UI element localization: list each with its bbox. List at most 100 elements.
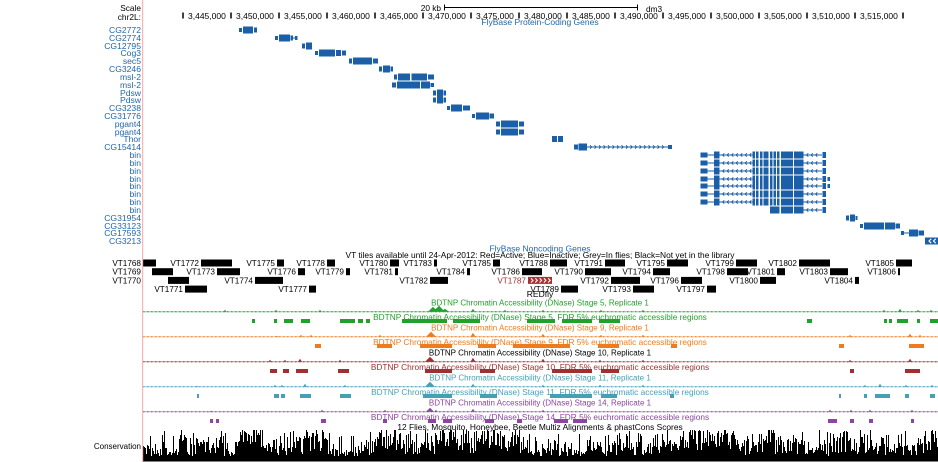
svg-text:3,460,000: 3,460,000: [332, 11, 370, 21]
svg-text:3,495,000: 3,495,000: [668, 11, 706, 21]
svg-text:VT1789: VT1789: [530, 285, 559, 294]
svg-text:VT tiles available until 24-Ap: VT tiles available until 24-Apr-2012: Re…: [345, 250, 735, 260]
svg-text:BDTNP Chromatin Accessibility: BDTNP Chromatin Accessibility (DNase) St…: [371, 412, 709, 422]
svg-text:VT1785: VT1785: [462, 259, 491, 268]
svg-text:msl-2: msl-2: [120, 80, 141, 90]
svg-text:bin: bin: [130, 174, 142, 184]
svg-text:BDTNP Chromatin Accessibility: BDTNP Chromatin Accessibility (DNase) St…: [373, 337, 707, 347]
svg-text:VT1779: VT1779: [315, 268, 344, 277]
svg-text:12 Flies, Mosquito, Honeybee,: 12 Flies, Mosquito, Honeybee, Beetle Mul…: [397, 422, 682, 432]
svg-text:VT1791: VT1791: [574, 259, 603, 268]
svg-text:BDTNP Chromatin Accessibility: BDTNP Chromatin Accessibility (DNase) St…: [371, 362, 709, 372]
svg-text:bin: bin: [130, 205, 142, 215]
svg-text:Thor: Thor: [123, 134, 141, 144]
svg-text:3,445,000: 3,445,000: [188, 11, 226, 21]
svg-text:CG2772: CG2772: [109, 25, 141, 35]
svg-text:bin: bin: [130, 197, 142, 207]
svg-text:VT1805: VT1805: [865, 259, 894, 268]
svg-text:bin: bin: [130, 166, 142, 176]
svg-text:BDTNP Chromatin Accessibility: BDTNP Chromatin Accessibility (DNase) St…: [431, 324, 649, 333]
svg-text:CG3246: CG3246: [109, 64, 141, 74]
svg-text:FlyBase Protein-Coding Genes: FlyBase Protein-Coding Genes: [481, 17, 598, 27]
svg-text:VT1798: VT1798: [696, 268, 725, 277]
svg-text:BDTNP Chromatin Accessibility: BDTNP Chromatin Accessibility (DNase) St…: [371, 387, 709, 397]
svg-text:pgant4: pgant4: [115, 127, 142, 137]
svg-text:VT1793: VT1793: [602, 285, 631, 294]
svg-text:VT1771: VT1771: [154, 285, 183, 294]
svg-text:BDTNP Chromatin Accessibility: BDTNP Chromatin Accessibility (DNase) St…: [429, 374, 651, 383]
svg-text:VT1792: VT1792: [580, 276, 609, 285]
svg-text:bin: bin: [130, 181, 142, 191]
svg-text:VT1775: VT1775: [246, 259, 275, 268]
svg-text:VT1780: VT1780: [359, 259, 388, 268]
svg-text:VT1786: VT1786: [491, 268, 520, 277]
svg-text:VT1787: VT1787: [497, 276, 526, 285]
svg-text:VT1769: VT1769: [112, 268, 141, 277]
svg-text:3,450,000: 3,450,000: [236, 11, 274, 21]
svg-text:3,475,000: 3,475,000: [476, 11, 514, 21]
svg-text:VT1797: VT1797: [676, 285, 705, 294]
svg-text:VT1770: VT1770: [112, 276, 141, 285]
svg-text:CG31954: CG31954: [104, 213, 141, 223]
svg-text:VT1774: VT1774: [224, 276, 253, 285]
svg-text:CG3238: CG3238: [109, 103, 141, 113]
svg-text:3,480,000: 3,480,000: [524, 11, 562, 21]
svg-text:VT1773: VT1773: [186, 268, 215, 277]
svg-text:CG17593: CG17593: [104, 228, 141, 238]
svg-text:CG2774: CG2774: [109, 33, 141, 43]
svg-text:VT1806: VT1806: [867, 268, 896, 277]
svg-text:sec5: sec5: [123, 56, 141, 66]
svg-text:BDTNP Chromatin Accessibility: BDTNP Chromatin Accessibility (DNase) St…: [429, 399, 652, 408]
svg-text:VT1800: VT1800: [729, 276, 758, 285]
svg-text:VT1778: VT1778: [296, 259, 325, 268]
svg-text:VT1801: VT1801: [746, 268, 775, 277]
svg-text:3,505,000: 3,505,000: [764, 11, 802, 21]
svg-text:REDfly: REDfly: [527, 289, 554, 299]
svg-text:VT1804: VT1804: [824, 276, 853, 285]
svg-text:VT1788: VT1788: [519, 259, 548, 268]
svg-text:Pdsw: Pdsw: [120, 88, 142, 98]
svg-text:3,515,000: 3,515,000: [860, 11, 898, 21]
svg-text:3,470,000: 3,470,000: [428, 11, 466, 21]
svg-text:Pdsw: Pdsw: [120, 95, 142, 105]
svg-text:VT1796: VT1796: [650, 276, 679, 285]
svg-text:CG15414: CG15414: [104, 142, 141, 152]
svg-text:3,455,000: 3,455,000: [284, 11, 322, 21]
svg-text:BDTNP Chromatin Accessibility: BDTNP Chromatin Accessibility (DNase) St…: [431, 299, 649, 308]
svg-text:3,490,000: 3,490,000: [620, 11, 658, 21]
svg-text:VT1783: VT1783: [403, 259, 432, 268]
svg-text:chr2L:: chr2L:: [118, 12, 141, 22]
svg-text:VT1784: VT1784: [436, 268, 465, 277]
svg-text:VT1772: VT1772: [170, 259, 199, 268]
svg-text:VT1795: VT1795: [636, 259, 665, 268]
svg-text:3,465,000: 3,465,000: [380, 11, 418, 21]
svg-text:20 kb: 20 kb: [421, 3, 442, 13]
svg-text:VT1794: VT1794: [622, 268, 651, 277]
svg-text:FlyBase Noncoding Genes: FlyBase Noncoding Genes: [489, 244, 590, 254]
svg-text:CG12795: CG12795: [104, 41, 141, 51]
svg-text:bin: bin: [130, 150, 142, 160]
svg-text:dm3: dm3: [646, 4, 663, 14]
svg-text:3,500,000: 3,500,000: [716, 11, 754, 21]
svg-text:pgant4: pgant4: [115, 119, 142, 129]
svg-text:bin: bin: [130, 158, 142, 168]
svg-text:CG33123: CG33123: [104, 221, 141, 231]
svg-text:BDTNP Chromatin Accessibility: BDTNP Chromatin Accessibility (DNase) St…: [373, 312, 707, 322]
svg-text:VT1799: VT1799: [705, 259, 734, 268]
svg-text:VT1776: VT1776: [267, 268, 296, 277]
svg-text:Scale: Scale: [120, 3, 141, 13]
svg-text:VT1802: VT1802: [768, 259, 797, 268]
svg-text:BDTNP Chromatin Accessibility: BDTNP Chromatin Accessibility (DNase) St…: [429, 349, 652, 358]
svg-text:CG3213: CG3213: [109, 236, 141, 246]
svg-text:3,510,000: 3,510,000: [812, 11, 850, 21]
svg-text:Conservation: Conservation: [94, 442, 141, 451]
svg-text:VT1781: VT1781: [364, 268, 393, 277]
svg-text:VT1777: VT1777: [278, 285, 307, 294]
svg-text:bin: bin: [130, 189, 142, 199]
svg-text:CG31776: CG31776: [104, 111, 141, 121]
svg-text:VT1768: VT1768: [112, 259, 141, 268]
svg-text:Cog3: Cog3: [120, 48, 141, 58]
svg-text:VT1803: VT1803: [799, 268, 828, 277]
svg-text:VT1782: VT1782: [399, 276, 428, 285]
svg-text:msl-2: msl-2: [120, 72, 141, 82]
